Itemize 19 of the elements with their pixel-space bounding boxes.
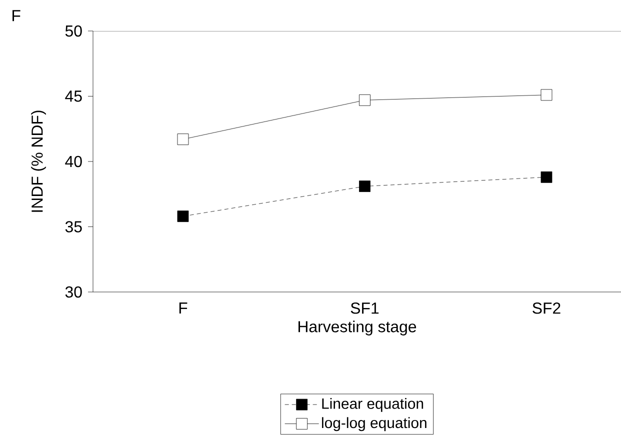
point: [177, 210, 189, 222]
point: [540, 171, 552, 183]
point: [359, 94, 370, 106]
x-tick-label: F: [179, 302, 188, 314]
y-tick-label: 30: [65, 286, 82, 298]
y-tick-label: 45: [65, 90, 82, 102]
point: [177, 134, 189, 146]
y-tick-label: 40: [65, 156, 82, 168]
text: F: [12, 10, 20, 22]
x-tick-label: SF2: [532, 302, 560, 314]
legend-label: Linear equation: [322, 398, 424, 412]
point: [359, 180, 370, 192]
point: [540, 89, 552, 101]
x-axis-title: Harvesting stage: [298, 320, 416, 336]
x-tick-label: SF1: [350, 302, 379, 314]
legend-label: log-log equation: [322, 417, 426, 432]
y-axis-title: INDF (% NDF): [31, 110, 46, 212]
y-tick-label: 50: [65, 25, 82, 37]
y-tick-label: 35: [65, 221, 82, 232]
